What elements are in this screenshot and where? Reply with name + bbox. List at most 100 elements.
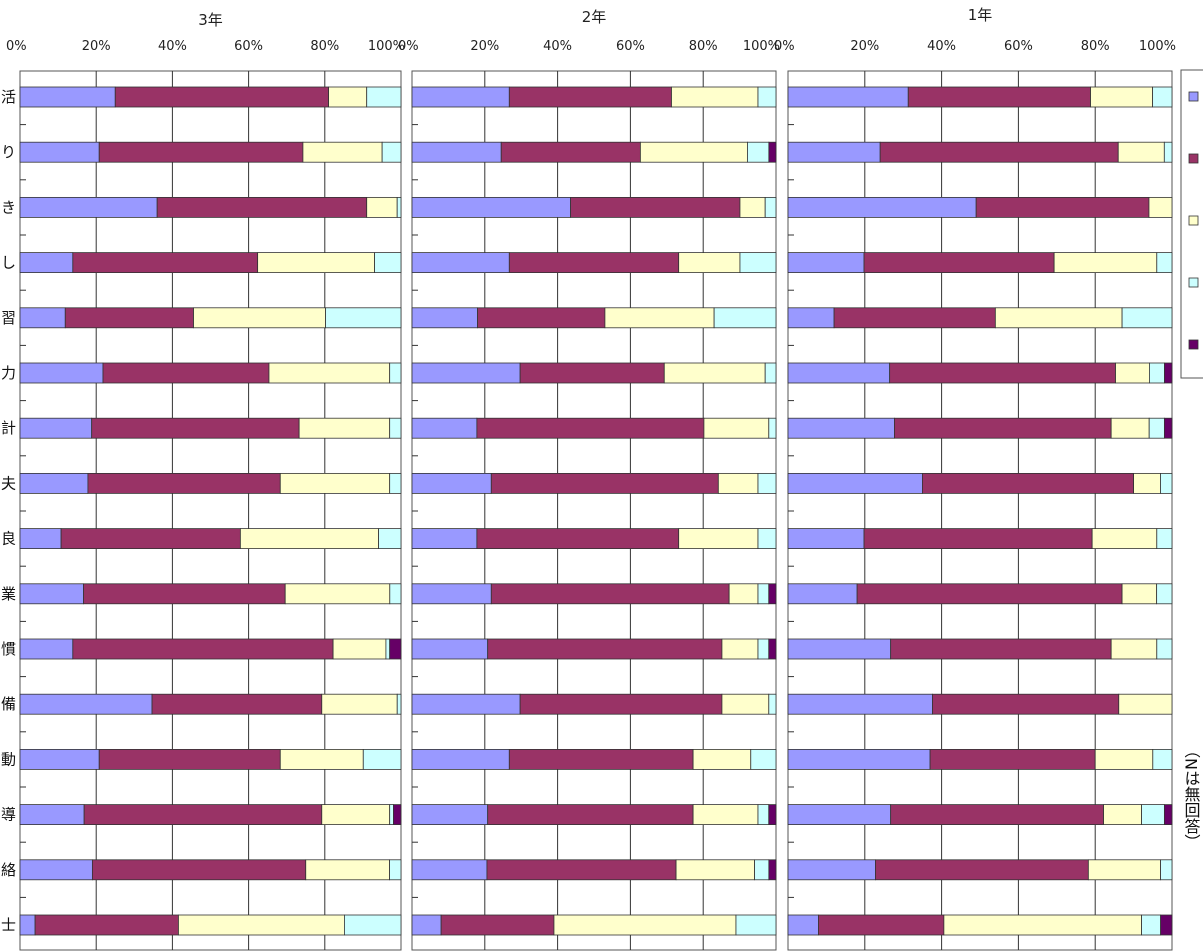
bar-segment <box>411 307 478 329</box>
bar-segment <box>344 914 402 936</box>
bar-segment <box>894 417 1112 439</box>
bar-segment <box>787 196 977 218</box>
bar-segment <box>757 86 777 108</box>
row-label: 良 <box>1 530 16 548</box>
bar-segment <box>663 362 766 384</box>
bar-segment <box>757 472 777 494</box>
legend-swatch <box>1188 215 1199 226</box>
bar-segment <box>1163 804 1173 825</box>
bar-segment <box>1141 914 1161 936</box>
bar-segment <box>19 362 104 384</box>
bar-segment <box>1163 141 1173 163</box>
bar-segment <box>768 804 777 825</box>
bar-segment <box>321 693 398 715</box>
bar-segment <box>362 749 402 770</box>
bar-segment <box>508 86 672 108</box>
bar-segment <box>91 417 300 439</box>
bar-segment <box>305 859 390 881</box>
bar-segment <box>768 417 777 439</box>
bar-segment <box>396 693 402 715</box>
tick-label: 60% <box>234 39 263 54</box>
row-label: 導 <box>1 806 16 824</box>
bar-segment <box>19 583 84 605</box>
panel-1: 3年 0% 20% 40% 60% 80% 100% <box>6 11 405 951</box>
bar-segment <box>1103 804 1142 825</box>
legend-note: （Nは無回答） <box>1182 742 1201 850</box>
bar-segment <box>1110 417 1150 439</box>
bar-segment <box>757 638 770 660</box>
bar-segment <box>193 307 326 329</box>
bar-segment <box>768 583 777 605</box>
bar-segment <box>1152 749 1173 770</box>
row-label: 計 <box>1 419 16 437</box>
legend <box>1180 69 1203 379</box>
bar-segment <box>863 252 1055 274</box>
tick-label: 40% <box>543 39 572 54</box>
bar-segment <box>721 693 770 715</box>
bar-segment <box>366 196 398 218</box>
bar-segment <box>739 196 766 218</box>
legend-swatch <box>1188 339 1199 350</box>
row-label: 士 <box>1 916 16 934</box>
bar-segment <box>411 362 521 384</box>
bar-segment <box>19 804 85 825</box>
bar-segment <box>1053 252 1158 274</box>
bar-segment <box>1087 859 1161 881</box>
row-label: 力 <box>1 364 16 382</box>
bar-segment <box>787 859 876 881</box>
bar-segment <box>1090 86 1154 108</box>
bar-segment <box>639 141 748 163</box>
bar-segment <box>890 804 1104 825</box>
bar-segment <box>1163 417 1173 439</box>
bar-segment <box>19 141 100 163</box>
bar-segment <box>389 859 402 881</box>
bar-segment <box>411 693 521 715</box>
bar-segment <box>787 86 909 108</box>
bar-segment <box>818 914 945 936</box>
bar-segment <box>476 417 705 439</box>
bar-segment <box>747 141 770 163</box>
bar-segment <box>787 693 933 715</box>
bar-segment <box>477 307 606 329</box>
tick-label: 80% <box>310 39 339 54</box>
bar-segment <box>279 749 364 770</box>
bar-segment <box>508 749 694 770</box>
bar-segment <box>389 638 402 660</box>
row-label: 業 <box>1 585 16 603</box>
bar-segment <box>490 583 730 605</box>
bar-segment <box>411 914 442 936</box>
bar-segment <box>389 417 402 439</box>
tick-label: 40% <box>158 39 187 54</box>
bar-segment <box>907 86 1091 108</box>
bar-segment <box>440 914 555 936</box>
row-label: し <box>1 254 16 272</box>
bar-segment <box>717 472 759 494</box>
bar-segment <box>994 307 1123 329</box>
bar-segment <box>98 141 304 163</box>
bar-segment <box>411 86 510 108</box>
bar-segment <box>703 417 770 439</box>
tick-label: 0% <box>398 39 419 54</box>
bar-segment <box>298 417 391 439</box>
legend-swatch <box>1188 153 1199 164</box>
tick-label: 100% <box>368 39 405 54</box>
bar-segment <box>787 638 892 660</box>
bar-segment <box>1164 362 1173 384</box>
bar-segment <box>875 859 1089 881</box>
bar-segment <box>19 749 100 770</box>
row-label: 活 <box>1 88 16 106</box>
bar-segment <box>975 196 1150 218</box>
bar-segment <box>102 362 270 384</box>
bar-segment <box>500 141 641 163</box>
bar-segment <box>389 472 402 494</box>
bar-segment <box>1156 583 1173 605</box>
bar-segment <box>787 583 858 605</box>
bar-segment <box>604 307 715 329</box>
bar-segment <box>72 638 334 660</box>
bar-segment <box>764 362 777 384</box>
bar-segment <box>768 693 777 715</box>
panel-2: 2年 0% 20% 40% 60% 80% 100% <box>398 8 780 951</box>
bar-segment <box>19 693 153 715</box>
bar-segment <box>385 638 391 660</box>
bar-segment <box>389 804 394 825</box>
